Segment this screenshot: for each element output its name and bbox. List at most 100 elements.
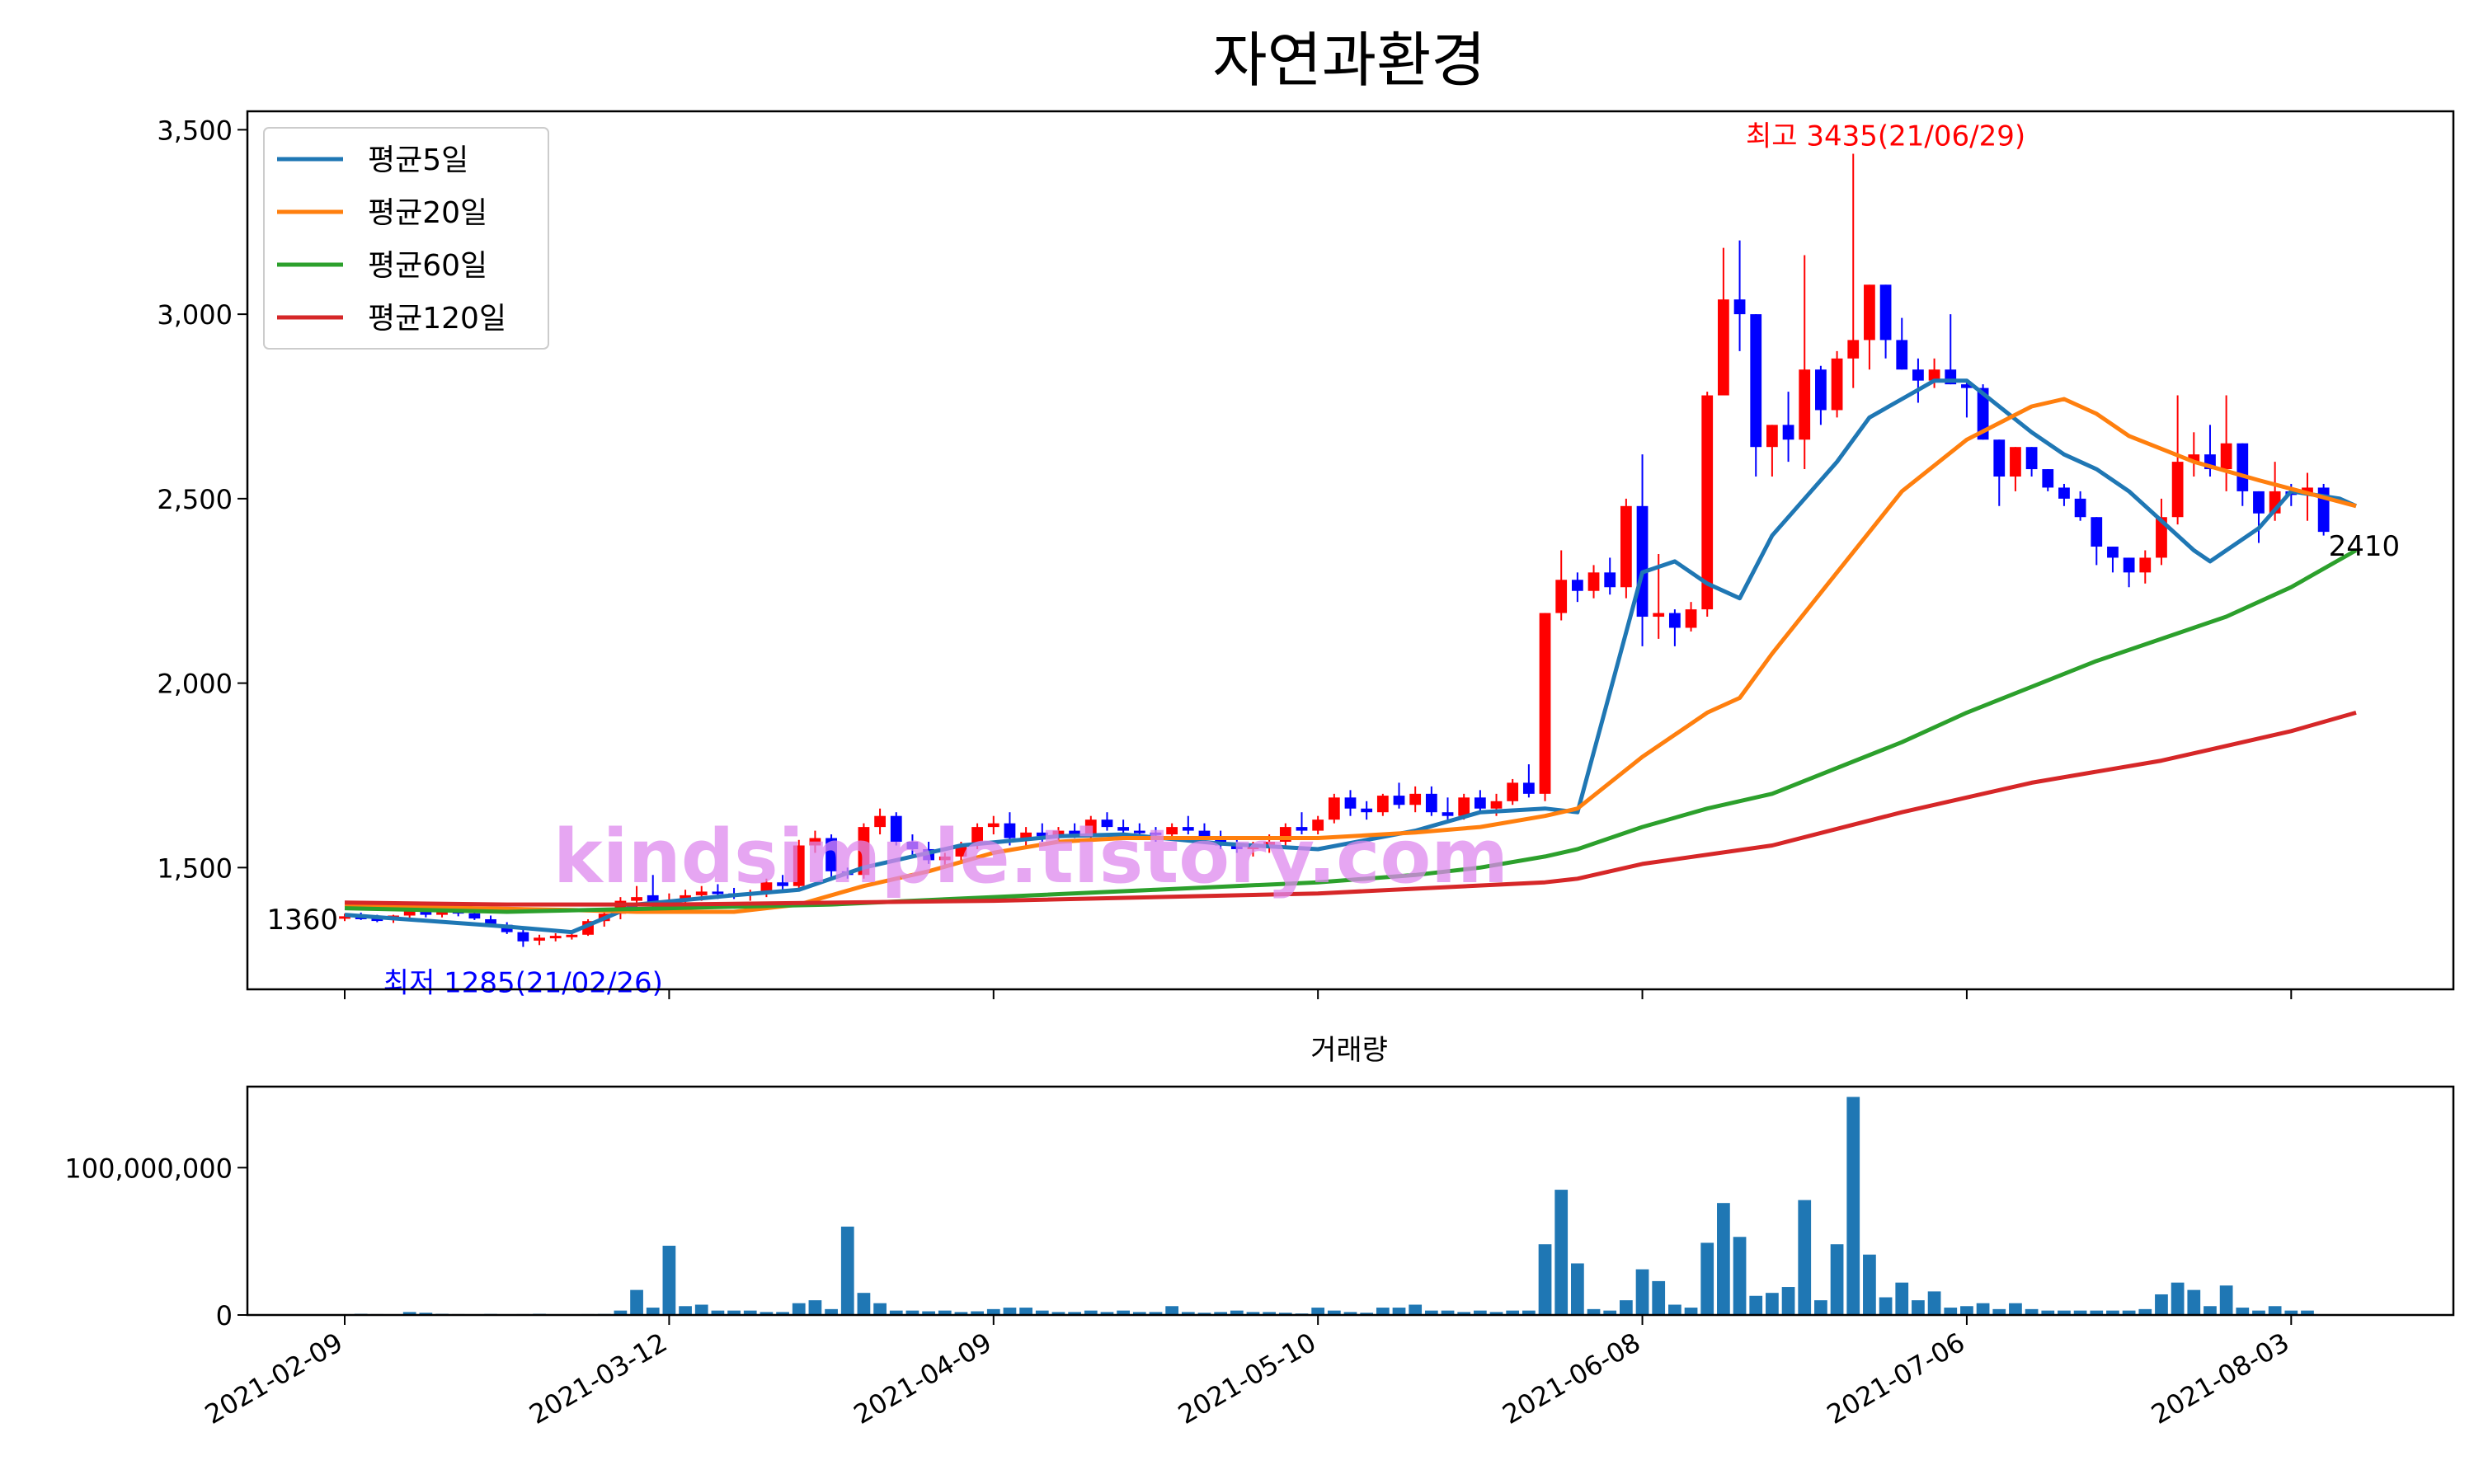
volume-bar — [1668, 1304, 1681, 1315]
candle-body — [2074, 498, 2086, 518]
volume-bar — [743, 1310, 757, 1315]
volume-bar — [889, 1310, 903, 1315]
volume-bar — [2041, 1310, 2055, 1315]
volume-bar — [1214, 1312, 1228, 1315]
volume-bar — [1409, 1304, 1423, 1315]
candle-body — [1084, 819, 1097, 835]
legend-label-3: 평균60일 — [368, 249, 487, 283]
ma-line-4 — [344, 710, 2357, 907]
candle-body — [1912, 369, 1924, 381]
volume-bar — [1230, 1310, 1244, 1315]
candle-body — [339, 916, 350, 919]
low-price-label: 최저 1285(21/02/26) — [383, 967, 663, 1000]
candle-body — [1555, 580, 1568, 613]
volume-bar — [2284, 1310, 2298, 1315]
candle-body — [1879, 284, 1892, 340]
price-ytick-label: 3,500 — [157, 115, 233, 146]
candle-body — [1312, 819, 1324, 831]
volume-title: 거래량 — [1310, 1034, 1388, 1067]
volume-bar — [1132, 1312, 1146, 1315]
volume-bar — [1343, 1312, 1357, 1315]
legend-label-4: 평균120일 — [368, 302, 506, 336]
legend-box — [263, 127, 549, 350]
candle-body — [793, 845, 805, 886]
candle-body — [1636, 505, 1649, 618]
candle-body — [1230, 845, 1243, 849]
volume-bar — [1522, 1310, 1536, 1315]
volume-bar — [1749, 1295, 1763, 1315]
volume-bar — [776, 1312, 789, 1315]
volume-bar — [1895, 1282, 1909, 1315]
date-tick-label: 2021-06-08 — [1497, 1327, 1645, 1430]
candle-body — [712, 891, 724, 895]
candle-body — [1376, 796, 1389, 813]
volume-bar — [1263, 1312, 1277, 1315]
candle-body — [1847, 340, 1860, 359]
volume-bar — [1197, 1313, 1211, 1315]
candle-body — [971, 827, 983, 846]
candle-body — [955, 845, 967, 857]
candle-body — [1101, 819, 1113, 828]
date-tick-label: 2021-03-12 — [524, 1327, 672, 1430]
volume-plot-frame — [246, 1085, 2455, 1317]
legend-label-2: 평균20일 — [368, 196, 487, 230]
volume-bar — [646, 1308, 660, 1315]
volume-bar — [1473, 1310, 1487, 1315]
candle-body — [549, 936, 562, 939]
volume-bar — [1912, 1300, 1925, 1315]
candle-body — [1020, 832, 1032, 838]
volume-bar — [1976, 1303, 1990, 1315]
candle-body — [1604, 572, 1616, 588]
candle-body — [1117, 827, 1130, 831]
candle-body — [1263, 842, 1276, 846]
volume-ytick-label: 0 — [216, 1300, 233, 1331]
volume-bar — [2171, 1282, 2185, 1315]
volume-bar — [2252, 1310, 2265, 1315]
price-ytick-label: 3,000 — [157, 299, 233, 331]
volume-bar — [905, 1310, 920, 1315]
candle-body — [1393, 796, 1405, 805]
volume-bar — [1376, 1308, 1390, 1315]
candle-body — [1004, 823, 1016, 838]
volume-bar — [2106, 1310, 2119, 1315]
volume-bar — [1327, 1310, 1341, 1315]
volume-bar — [1457, 1312, 1471, 1315]
candle-body — [1458, 797, 1470, 816]
candle-body — [1587, 572, 1600, 591]
volume-bar — [1084, 1310, 1098, 1315]
candle-body — [2156, 517, 2167, 558]
candle-body — [517, 932, 529, 942]
candle-body — [1993, 439, 2006, 477]
volume-bar — [1830, 1244, 1844, 1315]
volume-bar — [2122, 1310, 2136, 1315]
candle-body — [1490, 801, 1503, 809]
volume-bar — [1003, 1308, 1017, 1315]
candle-body — [2253, 491, 2265, 514]
volume-bar — [1960, 1306, 1973, 1315]
candle-body — [777, 882, 788, 886]
volume-bar — [1814, 1300, 1827, 1315]
volume-bar — [1717, 1203, 1730, 1315]
candle-body — [1474, 797, 1486, 809]
candle-body — [1961, 384, 1973, 388]
volume-bar — [938, 1310, 952, 1315]
volume-bar — [1652, 1280, 1666, 1315]
start-price-label: 1360 — [266, 904, 338, 937]
volume-bar — [1019, 1308, 1032, 1315]
volume-bar — [2219, 1285, 2233, 1315]
candle-body — [874, 815, 886, 828]
candle-body — [1361, 808, 1373, 813]
volume-bar — [1051, 1312, 1065, 1315]
volume-bar — [694, 1304, 708, 1315]
candle-body — [890, 815, 902, 843]
candle-body — [1928, 369, 1940, 381]
ma-line-1 — [344, 378, 2358, 935]
candle-body — [1896, 340, 1908, 370]
candle-body — [695, 891, 708, 895]
volume-bar — [1863, 1254, 1876, 1315]
candle-body — [1069, 830, 1081, 835]
volume-bar — [760, 1312, 774, 1315]
candle-body — [858, 827, 870, 876]
volume-bar — [1620, 1300, 1633, 1315]
